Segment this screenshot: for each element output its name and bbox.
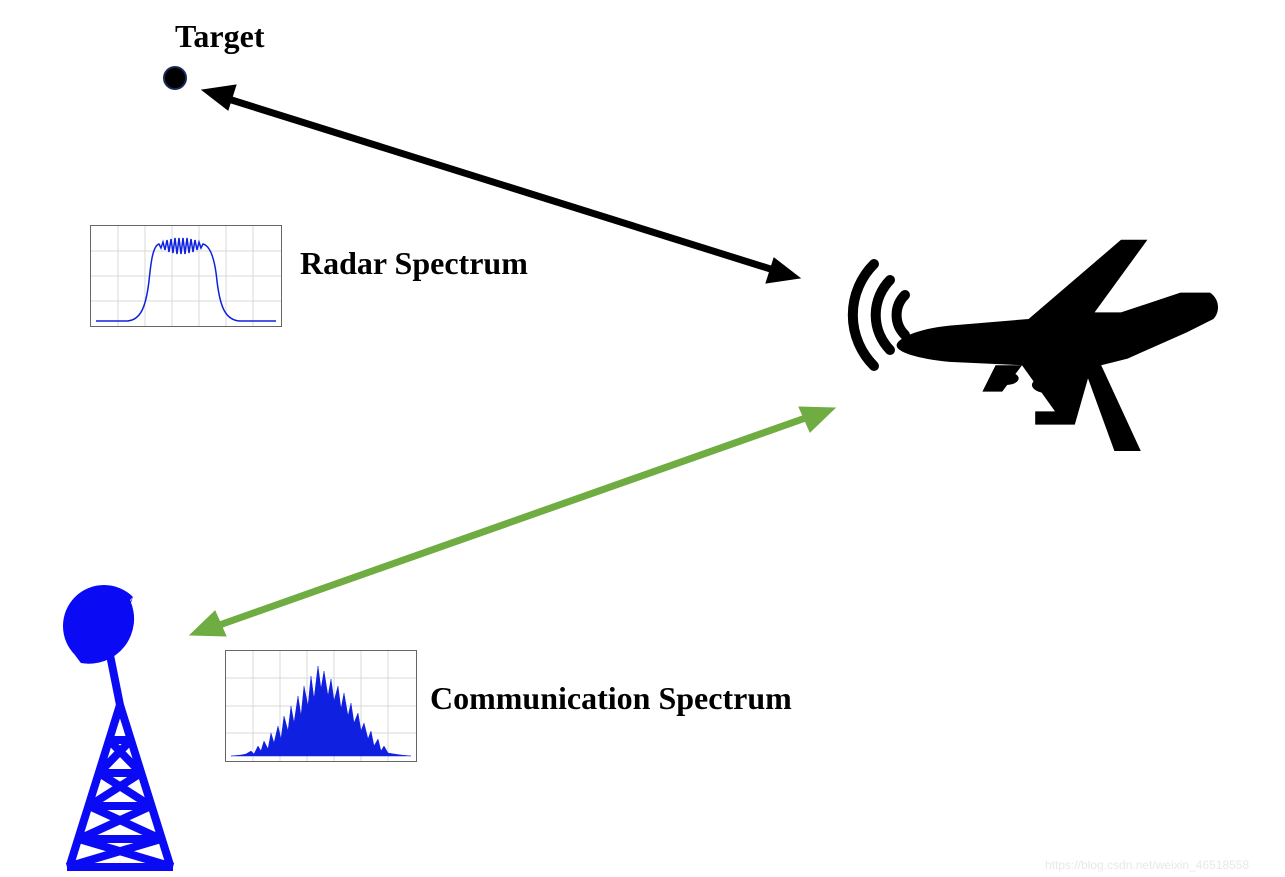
radar-arrow [202, 85, 800, 283]
comm-arrow [190, 407, 835, 636]
tower-icon [63, 585, 173, 867]
airplane-icon [897, 240, 1218, 451]
diagram-svg [0, 0, 1285, 877]
signal-arcs [853, 264, 905, 366]
target-dot [164, 67, 186, 89]
